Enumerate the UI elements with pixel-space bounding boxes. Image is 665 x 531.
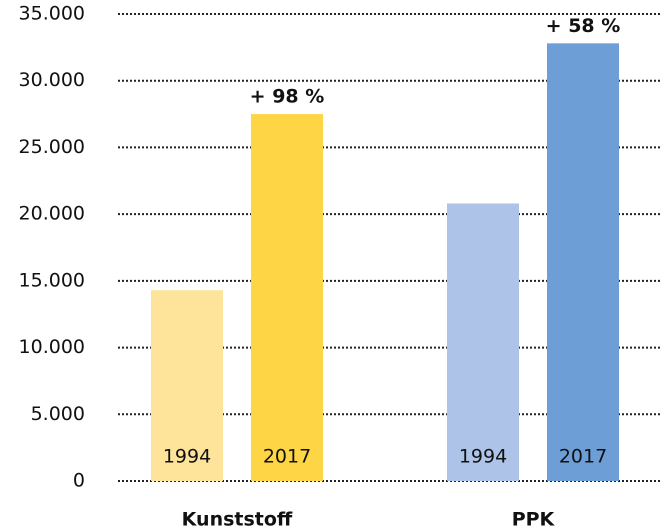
annotation: + 58 % — [546, 15, 621, 37]
y-tick-label: 30.000 — [19, 69, 85, 91]
annotation: + 98 % — [250, 86, 325, 108]
bar — [547, 43, 619, 482]
bar — [447, 203, 519, 481]
series-label: 1994 — [163, 446, 211, 468]
bar — [251, 114, 323, 482]
y-tick-label: 0 — [73, 470, 85, 492]
y-tick-label: 35.000 — [19, 3, 85, 25]
series-label: 1994 — [459, 446, 507, 468]
series-label: 2017 — [263, 446, 311, 468]
series-label: 2017 — [559, 446, 607, 468]
y-tick-label: 5.000 — [31, 403, 85, 425]
y-tick-label: 20.000 — [19, 203, 85, 225]
y-tick-label: 10.000 — [19, 336, 85, 358]
y-tick-label: 25.000 — [19, 136, 85, 158]
bar — [151, 290, 223, 481]
y-tick-label: 15.000 — [19, 269, 85, 291]
x-tick-label: Kunststoff — [182, 509, 293, 531]
x-tick-label: PPK — [512, 509, 556, 531]
